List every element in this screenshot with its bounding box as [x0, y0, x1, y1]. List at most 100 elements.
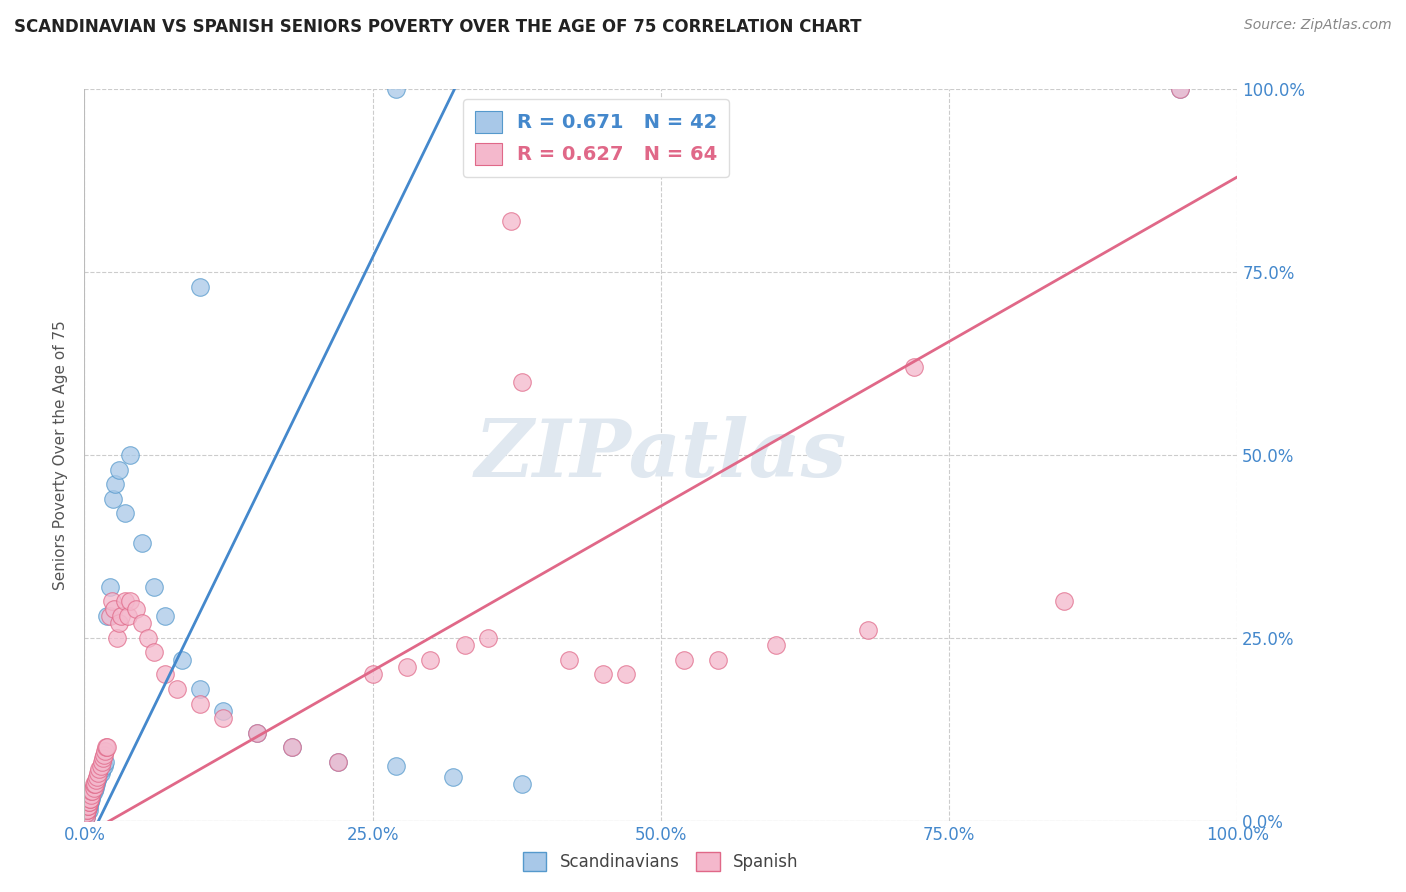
Point — [281, 740, 304, 755]
Point — [120, 594, 142, 608]
Point — [96, 740, 118, 755]
Point — [419, 653, 441, 667]
Point — [77, 803, 100, 817]
Point — [120, 448, 142, 462]
Point — [246, 726, 269, 740]
Point — [76, 796, 98, 810]
Point — [592, 667, 614, 681]
Point — [75, 806, 97, 821]
Point — [84, 777, 107, 791]
Point — [77, 796, 100, 810]
Point — [75, 810, 97, 824]
Point — [477, 631, 499, 645]
Point — [114, 594, 136, 608]
Point — [79, 791, 101, 805]
Point — [108, 462, 131, 476]
Point — [96, 740, 118, 755]
Point — [94, 755, 117, 769]
Point — [211, 704, 233, 718]
Point — [384, 82, 406, 96]
Point — [441, 770, 464, 784]
Text: Source: ZipAtlas.com: Source: ZipAtlas.com — [1244, 18, 1392, 32]
Point — [396, 660, 419, 674]
Point — [98, 608, 121, 623]
Point — [76, 803, 98, 817]
Point — [1168, 82, 1191, 96]
Point — [83, 777, 105, 791]
Point — [76, 803, 98, 817]
Point — [384, 758, 406, 772]
Point — [499, 214, 522, 228]
Point — [89, 758, 111, 772]
Point — [172, 653, 194, 667]
Point — [188, 279, 211, 293]
Point — [326, 755, 349, 769]
Point — [211, 711, 233, 725]
Text: SCANDINAVIAN VS SPANISH SENIORS POVERTY OVER THE AGE OF 75 CORRELATION CHART: SCANDINAVIAN VS SPANISH SENIORS POVERTY … — [14, 18, 862, 36]
Point — [903, 360, 925, 375]
Point — [103, 491, 125, 506]
Text: ZIPatlas: ZIPatlas — [475, 417, 846, 493]
Point — [246, 726, 269, 740]
Point — [82, 788, 104, 802]
Point — [672, 653, 695, 667]
Point — [188, 697, 211, 711]
Point — [153, 608, 176, 623]
Point — [77, 799, 100, 814]
Point — [166, 681, 188, 696]
Point — [76, 799, 98, 814]
Point — [83, 777, 105, 791]
Point — [101, 594, 124, 608]
Point — [142, 580, 165, 594]
Point — [86, 773, 108, 788]
Point — [117, 608, 139, 623]
Point — [93, 758, 115, 772]
Point — [76, 803, 98, 817]
Point — [91, 751, 114, 765]
Point — [82, 784, 104, 798]
Point — [86, 770, 108, 784]
Point — [103, 601, 125, 615]
Point — [89, 766, 111, 780]
Point — [557, 653, 579, 667]
Point — [153, 667, 176, 681]
Point — [110, 608, 132, 623]
Point — [89, 763, 111, 777]
Point — [77, 796, 100, 810]
Point — [1053, 594, 1076, 608]
Point — [76, 799, 98, 814]
Point — [93, 747, 115, 762]
Point — [512, 777, 534, 791]
Point — [79, 791, 101, 805]
Point — [80, 791, 103, 805]
Point — [87, 766, 110, 780]
Point — [765, 638, 787, 652]
Point — [361, 667, 384, 681]
Point — [80, 788, 103, 802]
Point — [104, 477, 127, 491]
Point — [76, 806, 98, 821]
Point — [90, 755, 112, 769]
Point — [94, 744, 117, 758]
Point — [707, 653, 730, 667]
Point — [131, 535, 153, 549]
Point — [75, 810, 97, 824]
Point — [98, 580, 121, 594]
Point — [80, 784, 103, 798]
Y-axis label: Seniors Poverty Over the Age of 75: Seniors Poverty Over the Age of 75 — [53, 320, 69, 590]
Point — [105, 631, 128, 645]
Point — [614, 667, 637, 681]
Point — [90, 763, 112, 777]
Point — [83, 780, 105, 795]
Point — [454, 638, 477, 652]
Point — [96, 608, 118, 623]
Point — [87, 770, 110, 784]
Point — [136, 631, 159, 645]
Point — [188, 681, 211, 696]
Point — [79, 796, 101, 810]
Point — [1168, 82, 1191, 96]
Point — [326, 755, 349, 769]
Point — [108, 616, 131, 631]
Legend: Scandinavians, Spanish: Scandinavians, Spanish — [516, 846, 806, 878]
Point — [125, 601, 148, 615]
